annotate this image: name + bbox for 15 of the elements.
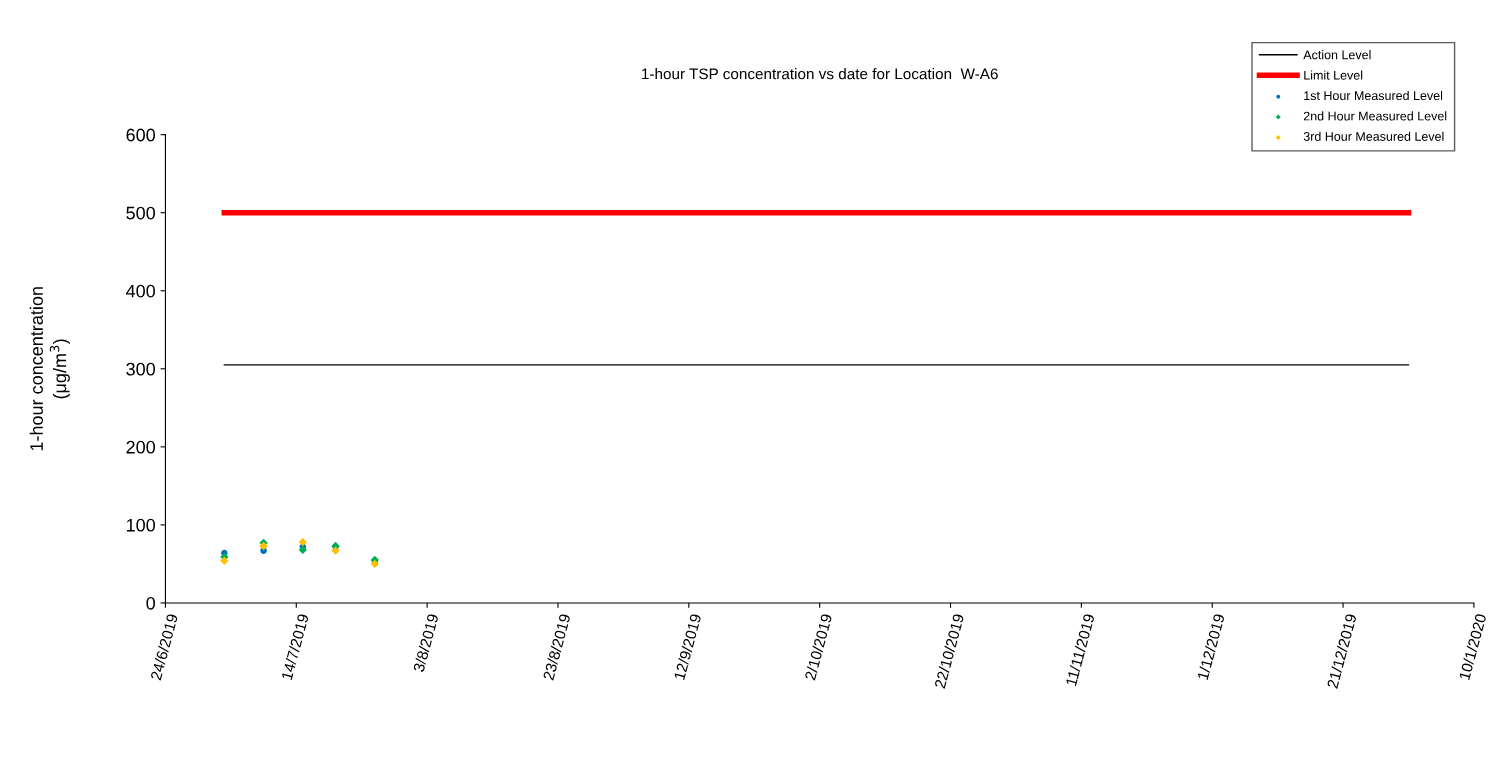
legend-label: 1st Hour Measured Level [1304, 90, 1443, 101]
chart-title: 1-hour TSP concentration vs date for Location W-A6 [642, 68, 998, 80]
legend-label: 2nd Hour Measured Level [1303, 111, 1447, 121]
y-tick-label: 500 [126, 206, 156, 220]
y-tick-label: 200 [126, 440, 156, 454]
legend-label: 3rd Hour Measured Level [1303, 131, 1444, 141]
y-tick-label: 300 [126, 362, 156, 376]
y-tick-label: 400 [126, 284, 156, 298]
legend-label: Limit Level [1304, 70, 1363, 80]
y-tick-label: 600 [126, 128, 156, 142]
y-tick-label: 0 [146, 596, 156, 610]
legend-label: Action Level [1303, 50, 1371, 60]
x-tick-label: 3/8/2019 [412, 613, 439, 673]
y-axis-title: 1-hour concentration (μg/m$^{3}$) [29, 287, 70, 451]
y-tick-label: 100 [126, 518, 156, 532]
